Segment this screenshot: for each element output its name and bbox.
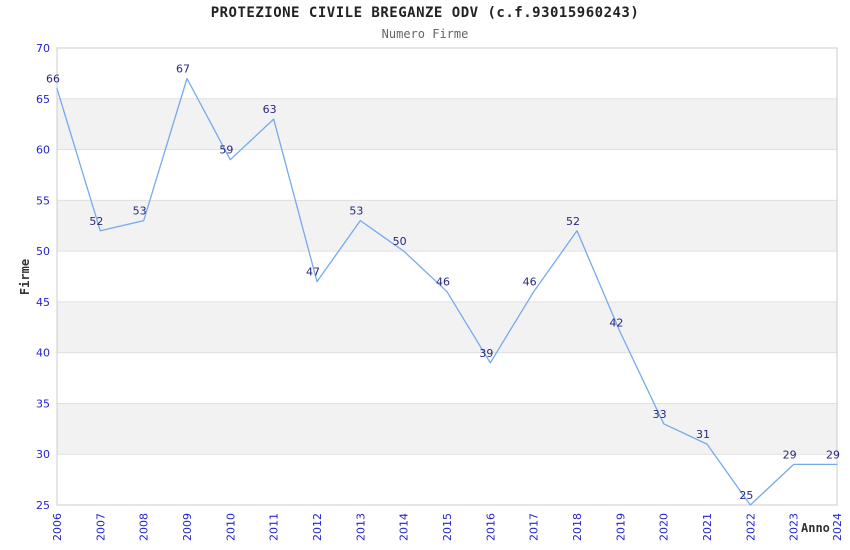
point-label: 42 [609,316,623,329]
x-tick-label: 2013 [354,513,367,541]
x-tick-label: 2020 [658,513,671,541]
y-tick-label: 30 [36,448,50,461]
y-tick-label: 55 [36,194,50,207]
point-label: 52 [566,215,580,228]
x-axis-title: Anno [801,521,830,535]
point-label: 67 [176,62,190,75]
point-label: 52 [89,215,103,228]
x-tick-label: 2023 [788,513,801,541]
series-line [56,77,838,506]
x-tick-label: 2009 [181,513,194,541]
chart-title: PROTEZIONE CIVILE BREGANZE ODV (c.f.9301… [210,5,640,21]
x-tick-label: 2011 [268,513,281,541]
x-tick-label: 2021 [701,513,714,541]
x-tick-label: 2016 [484,513,497,541]
x-tick-label: 2017 [528,513,541,541]
grid-band [57,98,837,150]
y-axis-title: Firme [18,258,32,296]
point-label: 66 [46,73,60,86]
x-tick-label: 2008 [138,513,151,541]
point-label: 59 [219,144,233,157]
y-tick-label: 50 [36,245,50,258]
y-tick-label: 65 [36,93,50,106]
x-tick-label: 2015 [441,513,454,541]
y-tick-label: 25 [36,499,50,512]
x-tick-label: 2006 [51,513,64,541]
grid-band [57,403,837,455]
point-label: 47 [306,266,320,279]
x-tick-label: 2012 [311,513,324,541]
y-tick-label: 60 [36,144,50,157]
y-tick-label: 70 [36,42,50,55]
point-label: 39 [479,347,493,360]
grid-band [57,200,837,252]
point-label: 50 [393,235,407,248]
point-label: 29 [826,448,840,461]
x-tick-label: 2022 [744,513,757,541]
point-label: 25 [739,489,753,502]
x-tick-label: 2007 [94,513,107,541]
point-label: 53 [349,205,363,218]
point-label: 29 [783,448,797,461]
y-tick-label: 45 [36,296,50,309]
chart-subtitle: Numero Firme [381,27,469,41]
x-tick-label: 2010 [224,513,237,541]
point-label: 46 [523,276,537,289]
point-label: 63 [263,103,277,116]
x-tick-label: 2019 [614,513,627,541]
y-tick-label: 35 [36,397,50,410]
y-tick-label: 40 [36,347,50,360]
x-tick-label: 2018 [571,513,584,541]
point-label: 31 [696,428,710,441]
grid-band [57,301,837,353]
point-label: 33 [653,408,667,421]
x-tick-label: 2014 [398,513,411,541]
x-tick-label: 2024 [831,513,844,541]
point-label: 53 [133,205,147,218]
plot-border [56,47,838,506]
point-label: 46 [436,276,450,289]
